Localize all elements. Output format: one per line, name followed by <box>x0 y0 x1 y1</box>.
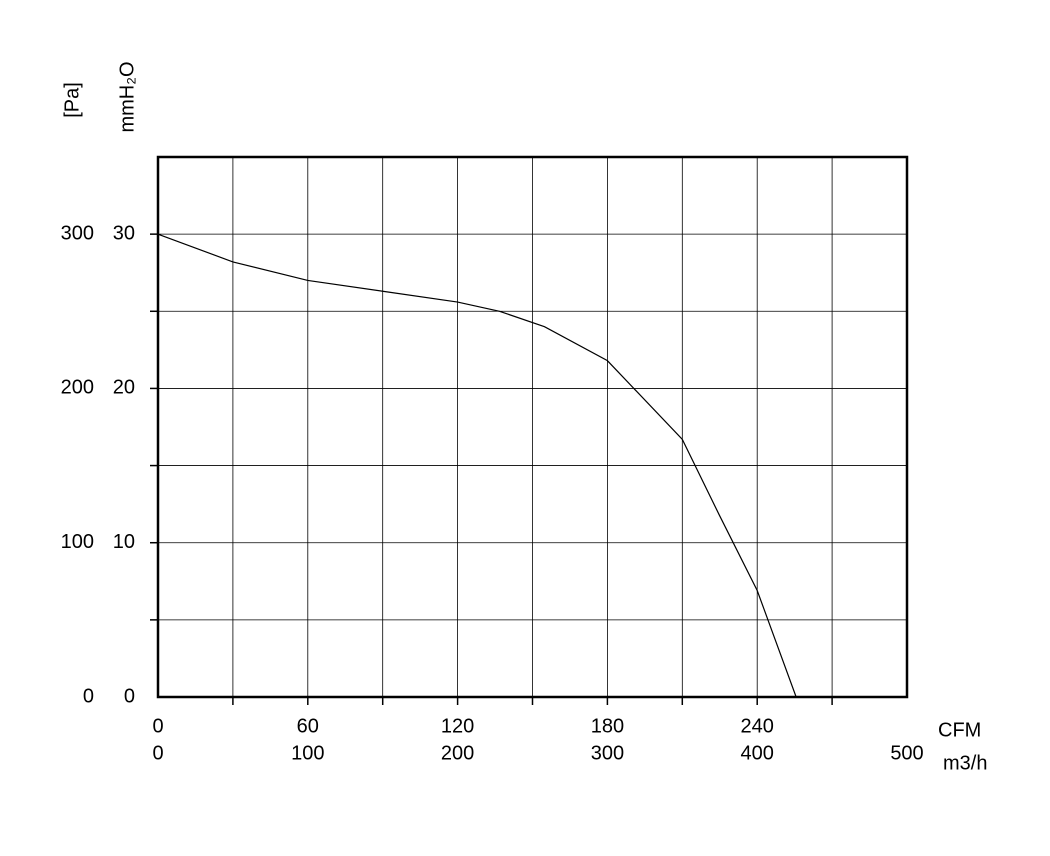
y2-tick-label: 0 <box>124 685 135 707</box>
x-tick-label: 180 <box>591 715 624 737</box>
y-tick-label: 100 <box>61 531 94 553</box>
plot-frame <box>156 155 909 699</box>
y2-tick-label: 10 <box>113 531 135 553</box>
y2-axis-label: mmH₂O <box>116 61 138 132</box>
y2-tick-label: 20 <box>113 377 135 399</box>
y-axis-label: [Pa] <box>61 82 83 118</box>
y2-tick-label: 30 <box>113 222 135 244</box>
x2-axis-label: m3/h <box>943 752 987 774</box>
x-tick-label: 240 <box>741 715 774 737</box>
x-axis-label: CFM <box>938 719 981 741</box>
y-tick-label: 200 <box>61 377 94 399</box>
x2-tick-label: 200 <box>441 742 474 764</box>
x2-tick-label: 300 <box>591 742 624 764</box>
x2-tick-label: 0 <box>152 742 163 764</box>
x-tick-label: 60 <box>297 715 319 737</box>
x-tick-label: 120 <box>441 715 474 737</box>
curve <box>157 233 797 698</box>
x2-tick-label: 400 <box>741 742 774 764</box>
y-tick-label: 0 <box>83 685 94 707</box>
x2-tick-label: 500 <box>890 742 923 764</box>
x-tick-label: 0 <box>152 715 163 737</box>
y-tick-label: 300 <box>61 222 94 244</box>
x2-tick-label: 100 <box>291 742 324 764</box>
